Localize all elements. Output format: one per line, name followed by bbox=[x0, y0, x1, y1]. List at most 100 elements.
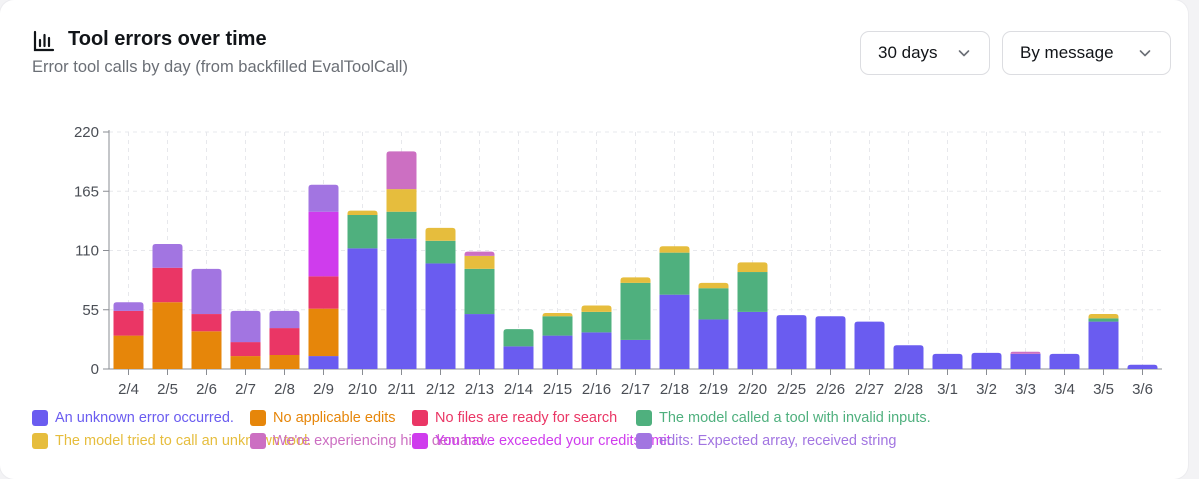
x-tick-label: 3/6 bbox=[1132, 381, 1153, 398]
x-tick-label: 2/17 bbox=[621, 381, 650, 398]
bar-segment bbox=[971, 352, 1002, 369]
x-tick-label: 3/2 bbox=[976, 381, 997, 398]
bar-segment bbox=[737, 311, 768, 369]
x-tick-label: 3/5 bbox=[1093, 381, 1114, 398]
x-tick-label: 2/26 bbox=[816, 381, 845, 398]
bar-segment bbox=[308, 356, 339, 369]
bar-segment bbox=[581, 305, 612, 312]
legend-item[interactable]: You have exceeded your credits limit. bbox=[412, 433, 675, 449]
bar-segment bbox=[152, 267, 183, 303]
bar-segment bbox=[893, 345, 924, 369]
x-tick-label: 2/13 bbox=[465, 381, 494, 398]
x-tick-label: 2/8 bbox=[274, 381, 295, 398]
bar-segment bbox=[1127, 364, 1158, 369]
bar-segment bbox=[737, 262, 768, 273]
legend-swatch bbox=[412, 433, 428, 449]
bar-segment bbox=[698, 282, 729, 289]
legend-label: No files are ready for search bbox=[435, 410, 618, 426]
group-by-select[interactable]: By message bbox=[1002, 31, 1171, 75]
legend-item[interactable]: An unknown error occurred. bbox=[32, 410, 234, 426]
x-tick-label: 2/25 bbox=[777, 381, 806, 398]
legend-label: An unknown error occurred. bbox=[55, 410, 234, 426]
y-tick-label: 220 bbox=[74, 124, 99, 141]
y-tick-label: 165 bbox=[74, 183, 99, 200]
legend-label: edits: Expected array, received string bbox=[659, 433, 897, 449]
y-tick-label: 110 bbox=[75, 243, 99, 260]
bar-segment bbox=[815, 316, 846, 369]
bar-segment bbox=[113, 302, 144, 311]
group-by-value: By message bbox=[1020, 43, 1114, 62]
bar-segment bbox=[659, 252, 690, 295]
bar-segment bbox=[113, 310, 144, 336]
bar-segment bbox=[386, 189, 417, 212]
x-tick-label: 2/18 bbox=[660, 381, 689, 398]
bar-segment bbox=[152, 302, 183, 369]
x-tick-label: 2/11 bbox=[387, 381, 415, 398]
legend-item[interactable]: No files are ready for search bbox=[412, 410, 617, 426]
bar-segment bbox=[1088, 318, 1119, 322]
bar-segment bbox=[308, 308, 339, 357]
stacked-bar-chart: 0 55 110 165 220 2/4 2/5 2/6 2/7 2/8 2/9 2/10 2/11 2/… bbox=[74, 124, 1162, 398]
legend-label: The model called a tool with invalid inp… bbox=[659, 410, 931, 426]
bar-chart-icon bbox=[33, 30, 55, 52]
legend-swatch bbox=[636, 433, 652, 449]
bar-segment bbox=[230, 310, 261, 343]
bar-segment bbox=[113, 335, 144, 369]
chevron-down-icon bbox=[1139, 50, 1151, 57]
bar-segment bbox=[932, 353, 963, 369]
x-tick-label: 2/12 bbox=[426, 381, 455, 398]
bar-segment bbox=[542, 312, 573, 317]
bar-segment bbox=[425, 263, 456, 369]
legend-item[interactable]: The model tried to call an unknown tool. bbox=[32, 433, 311, 449]
bar-segment bbox=[308, 211, 339, 277]
legend-label: We're experiencing high demand. bbox=[273, 433, 489, 449]
legend-label: The model tried to call an unknown tool. bbox=[55, 433, 312, 449]
legend-swatch bbox=[412, 410, 428, 426]
bar-segment bbox=[464, 268, 495, 315]
legend-label: You have exceeded your credits limit. bbox=[435, 433, 675, 449]
legend-item[interactable]: edits: Expected array, received string bbox=[636, 433, 896, 449]
x-tick-label: 2/16 bbox=[582, 381, 611, 398]
bar-segment bbox=[1088, 314, 1119, 319]
bar-segment bbox=[464, 314, 495, 369]
bar-segment bbox=[659, 294, 690, 369]
bar-segment bbox=[425, 240, 456, 264]
bar-segment bbox=[464, 255, 495, 269]
bar-segment bbox=[737, 272, 768, 312]
legend-item[interactable]: No applicable edits bbox=[250, 410, 396, 426]
bar-segment bbox=[503, 329, 534, 347]
bar-segment bbox=[854, 321, 885, 369]
bar-segment bbox=[425, 227, 456, 241]
bar-segment bbox=[308, 276, 339, 309]
bar-segment bbox=[1010, 353, 1041, 369]
legend-swatch bbox=[250, 433, 266, 449]
legend-item[interactable]: The model called a tool with invalid inp… bbox=[636, 410, 931, 426]
bar-segment bbox=[386, 238, 417, 369]
bar-segment bbox=[152, 244, 183, 268]
x-tick-label: 2/15 bbox=[543, 381, 572, 398]
time-range-select[interactable]: 30 days bbox=[860, 31, 990, 75]
bar-segment bbox=[269, 354, 300, 369]
y-tick-label: 55 bbox=[82, 302, 99, 319]
bar-segment bbox=[659, 246, 690, 253]
chart-subtitle: Error tool calls by day (from backfilled… bbox=[32, 58, 408, 76]
legend-swatch bbox=[32, 410, 48, 426]
bar-segment bbox=[542, 335, 573, 369]
legend-swatch bbox=[32, 433, 48, 449]
bar-segment bbox=[386, 151, 417, 190]
bar-segment bbox=[347, 214, 378, 249]
bar-segment bbox=[386, 211, 417, 239]
bar-segment bbox=[620, 282, 651, 340]
bar-segment bbox=[347, 248, 378, 369]
bar-segment bbox=[269, 328, 300, 355]
x-tick-label: 2/6 bbox=[196, 381, 217, 398]
x-tick-label: 2/9 bbox=[313, 381, 334, 398]
legend-item[interactable]: We're experiencing high demand. bbox=[250, 433, 488, 449]
bar-segment bbox=[1010, 351, 1041, 354]
y-tick-label: 0 bbox=[91, 361, 99, 378]
bar-segment bbox=[191, 268, 222, 315]
bar-segment bbox=[620, 277, 651, 283]
bar-segment bbox=[464, 251, 495, 256]
time-range-value: 30 days bbox=[878, 43, 938, 62]
